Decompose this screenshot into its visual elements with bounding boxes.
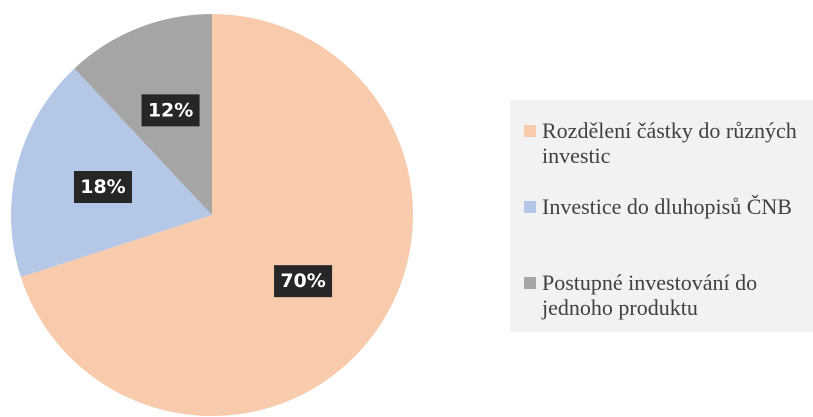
legend-swatch [524, 201, 536, 213]
data-label: 12% [148, 99, 193, 121]
data-label-box [73, 171, 132, 204]
legend-label: Postupné investování do jednoho produktu [542, 270, 758, 320]
data-label: 70% [280, 270, 325, 292]
data-label-group: 12% [141, 94, 200, 127]
legend-swatch [524, 125, 536, 137]
pie-area: 70% 18% 12% [11, 14, 413, 416]
data-label-group: 18% [73, 171, 132, 204]
pie-slice [20, 14, 413, 416]
data-label: 18% [80, 176, 125, 198]
data-label-box [274, 265, 333, 298]
legend: Rozdělení částky do různých investic Inve… [510, 100, 813, 332]
legend-swatch [524, 277, 536, 289]
legend-label: Rozdělení částky do různých investic [542, 118, 797, 168]
data-label-box [141, 94, 200, 127]
legend-label: Investice do dluhopisů ČNB [542, 194, 792, 219]
data-label-group: 70% [274, 265, 333, 298]
